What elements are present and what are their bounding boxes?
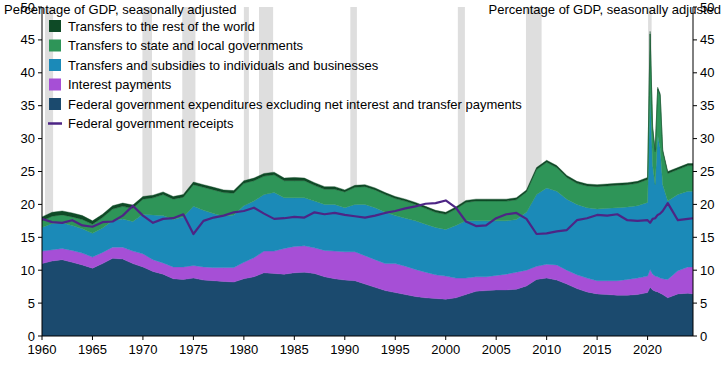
x-tick: [395, 336, 396, 340]
x-tick-label: 1995: [381, 342, 410, 357]
y-tick-label: 45: [21, 32, 35, 47]
y2-tick: [693, 72, 697, 73]
y-tick: [38, 171, 42, 172]
y2-tick-label: 10: [700, 263, 714, 278]
line-series: [42, 200, 693, 234]
legend-label: Transfers to the rest of the world: [68, 19, 255, 34]
y2-tick: [693, 270, 697, 271]
y2-tick-label: 25: [700, 164, 714, 179]
x-tick: [597, 336, 598, 340]
y-tick-label: 25: [21, 164, 35, 179]
x-tick: [344, 336, 345, 340]
y2-axis-label: Percentage of GDP, seasonally adjusted: [489, 2, 721, 17]
x-axis-line: [42, 336, 693, 337]
x-tick: [647, 336, 648, 340]
x-tick: [42, 336, 43, 340]
x-tick-label: 1965: [78, 342, 107, 357]
y2-tick: [693, 204, 697, 205]
plot-area: [42, 7, 693, 336]
y-tick: [38, 336, 42, 337]
y-tick: [38, 270, 42, 271]
y-tick: [38, 138, 42, 139]
y2-tick-label: 20: [700, 197, 714, 212]
x-tick-label: 2005: [482, 342, 511, 357]
x-tick: [92, 336, 93, 340]
x-tick: [496, 336, 497, 340]
y-tick: [38, 39, 42, 40]
x-tick: [243, 336, 244, 340]
legend-swatch: [48, 122, 62, 125]
y-tick: [38, 204, 42, 205]
y2-tick: [693, 39, 697, 40]
y2-tick-label: 0: [700, 329, 707, 344]
x-tick-label: 1975: [179, 342, 208, 357]
y2-tick-label: 35: [700, 98, 714, 113]
x-tick: [142, 336, 143, 340]
x-tick: [445, 336, 446, 340]
y2-tick-label: 45: [700, 32, 714, 47]
y-tick: [38, 303, 42, 304]
legend: Transfers to the rest of the world Transf…: [48, 19, 522, 132]
chart: 0510152025303540455005101520253035404550…: [0, 0, 725, 370]
y2-tick: [693, 303, 697, 304]
legend-swatch: [49, 59, 61, 71]
y2-tick: [693, 171, 697, 172]
x-tick: [193, 336, 194, 340]
x-tick-label: 1960: [28, 342, 57, 357]
y2-tick-label: 30: [700, 131, 714, 146]
area-series: [42, 34, 693, 233]
y-axis-label: Percentage of GDP, seasonally adjusted: [4, 2, 236, 17]
x-tick-label: 2010: [532, 342, 561, 357]
x-tick: [294, 336, 295, 340]
y-tick-label: 5: [28, 296, 35, 311]
legend-label: Federal government expenditures excludin…: [68, 97, 522, 112]
legend-swatch: [49, 40, 61, 52]
y-tick-label: 10: [21, 263, 35, 278]
y-tick-label: 30: [21, 131, 35, 146]
area-series: [42, 31, 693, 224]
legend-swatch: [49, 98, 61, 110]
x-tick-label: 1985: [280, 342, 309, 357]
y2-tick-label: 15: [700, 230, 714, 245]
y2-tick: [693, 336, 697, 337]
x-tick-label: 2000: [431, 342, 460, 357]
x-tick-label: 1990: [330, 342, 359, 357]
x-tick-label: 2015: [583, 342, 612, 357]
legend-label: Transfers to state and local governments: [68, 38, 304, 53]
x-tick-label: 1980: [229, 342, 258, 357]
legend-swatch: [49, 79, 61, 91]
y-tick: [38, 105, 42, 106]
y-tick-label: 40: [21, 65, 35, 80]
y2-tick-label: 5: [700, 296, 707, 311]
y-tick: [38, 72, 42, 73]
y-tick-label: 35: [21, 98, 35, 113]
legend-label: Federal government receipts: [68, 116, 234, 131]
y-tick: [38, 237, 42, 238]
legend-label: Transfers and subsidies to individuals a…: [68, 58, 379, 73]
legend-label: Interest payments: [68, 77, 172, 92]
y2-tick: [693, 237, 697, 238]
x-tick: [546, 336, 547, 340]
legend-swatch: [49, 20, 61, 32]
y-tick-label: 20: [21, 197, 35, 212]
y2-tick: [693, 138, 697, 139]
y2-tick: [693, 105, 697, 106]
y2-tick-label: 40: [700, 65, 714, 80]
y-tick-label: 15: [21, 230, 35, 245]
x-tick-label: 2020: [633, 342, 662, 357]
x-tick-label: 1970: [128, 342, 157, 357]
